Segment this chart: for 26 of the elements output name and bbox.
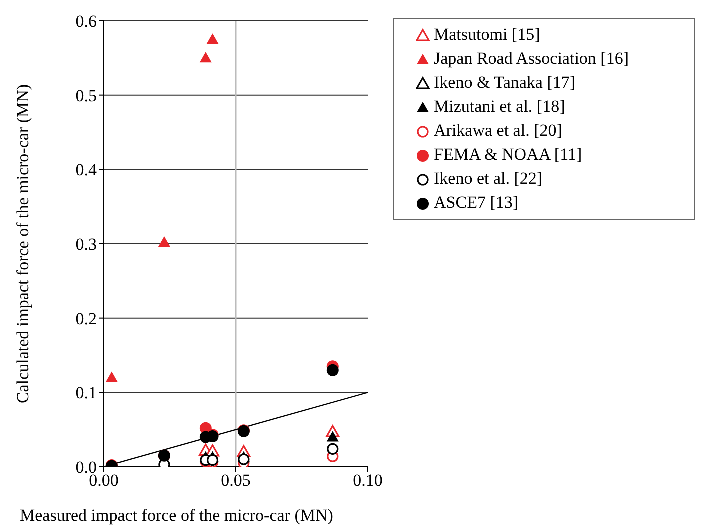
legend-label: Matsutomi [15] (434, 25, 540, 45)
y-tick-label: 0.4 (76, 160, 98, 180)
point (106, 372, 118, 382)
y-tick-label: 0.3 (76, 235, 97, 254)
legend-label: Ikeno & Tanaka [17] (434, 73, 576, 93)
legend-label: Arikawa et al. [20] (434, 121, 562, 141)
point (158, 236, 170, 248)
y-tick-label: 0.2 (76, 309, 97, 328)
point (326, 431, 339, 442)
x-axis-title: Measured impact force of the micro-car (MN) (20, 506, 334, 526)
x-tick-label: 0.10 (353, 471, 383, 490)
legend-label: Mizutani et al. [18] (434, 97, 566, 117)
point (238, 454, 250, 466)
y-axis-title: Calculated impact force of the micro-car (MN) (14, 84, 34, 404)
x-tick-label: 0.05 (221, 471, 251, 490)
legend-label: ASCE7 [13] (434, 193, 519, 213)
y-tick-label: 0.6 (76, 12, 97, 32)
legend-label: Ikeno et al. [22] (434, 169, 543, 189)
legend-label: Japan Road Association [16] (434, 49, 629, 69)
point (326, 364, 339, 376)
legend-label: FEMA & NOAA [11] (434, 145, 582, 165)
y-tick-label: 0.1 (76, 384, 97, 403)
point (206, 34, 219, 44)
y-tick-label: 0.5 (76, 86, 97, 106)
point (327, 443, 339, 455)
point (200, 52, 212, 63)
